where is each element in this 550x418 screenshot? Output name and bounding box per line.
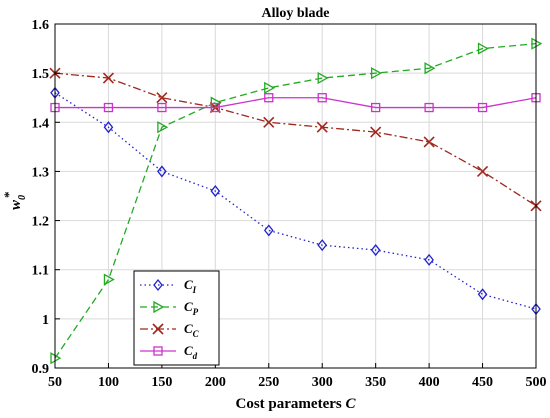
x-tick-label: 200	[205, 375, 226, 390]
y-tick-label: 1	[42, 313, 49, 328]
data-point	[477, 288, 488, 301]
chart-title: Alloy blade	[261, 6, 329, 21]
legend-marker	[153, 300, 165, 314]
legend-label-subscript: I	[192, 285, 197, 295]
legend-label: Cd	[184, 343, 198, 361]
x-tick-label: 50	[48, 375, 62, 390]
y-axis-label: w0*	[1, 191, 28, 210]
data-point	[476, 165, 489, 177]
data-point	[157, 121, 169, 134]
x-tick-label: 250	[258, 375, 279, 390]
legend-label: CP	[184, 299, 199, 317]
legend-label-name: C	[184, 343, 193, 358]
x-tick-label: 150	[151, 375, 172, 390]
legend-label: CC	[184, 321, 200, 339]
y-tick-label: 1.4	[32, 116, 50, 131]
series-c-d	[50, 93, 541, 113]
data-point	[102, 72, 115, 84]
x-tick-label: 350	[365, 375, 386, 390]
legend-marker	[152, 323, 164, 335]
legend-label-name: C	[184, 277, 193, 292]
data-point	[157, 165, 167, 178]
x-axis-label: Cost parameters C	[236, 396, 357, 412]
data-point	[477, 42, 489, 55]
y-tick-label: 1.2	[32, 215, 50, 230]
data-point	[424, 62, 436, 75]
data-point	[264, 81, 276, 94]
legend-label-subscript: P	[193, 307, 199, 317]
y-tick-label: 1.3	[32, 165, 50, 180]
legend-label-name: C	[184, 299, 193, 314]
x-tick-label: 400	[419, 375, 440, 390]
legend-entry: CP	[140, 299, 199, 317]
series-line	[54, 92, 537, 310]
series-c-p	[50, 37, 543, 365]
y-tick-label: 1.6	[32, 18, 50, 33]
x-tick-label: 500	[526, 375, 547, 390]
y-axis-label-sup: *	[1, 191, 16, 198]
series-line	[55, 97, 537, 109]
data-point	[371, 67, 383, 80]
data-point	[103, 273, 115, 286]
x-tick-label: 300	[312, 375, 333, 390]
data-point	[157, 102, 167, 113]
series-layer	[49, 37, 543, 365]
y-tick-label: 0.9	[32, 362, 50, 377]
data-point	[424, 102, 434, 113]
data-point	[371, 102, 381, 113]
data-point	[423, 136, 435, 148]
data-point	[210, 102, 220, 113]
data-point	[316, 121, 328, 133]
legend-label-subscript: C	[193, 329, 200, 339]
data-point	[424, 253, 434, 266]
legend-label: CI	[184, 277, 197, 295]
legend-marker	[153, 278, 163, 292]
series-c-c	[49, 67, 542, 212]
y-tick-label: 1.1	[32, 264, 50, 279]
data-point	[317, 93, 327, 103]
legend-entry: CC	[140, 321, 200, 339]
legend-label-subscript: d	[193, 351, 198, 361]
data-point	[317, 71, 329, 85]
data-point	[263, 116, 275, 128]
data-point	[317, 239, 328, 252]
data-point	[263, 224, 274, 237]
series-line	[54, 72, 537, 207]
x-axis-label-main: Cost parameters	[236, 396, 346, 412]
data-point	[264, 93, 274, 103]
series-line	[54, 43, 537, 359]
y-axis-label-main: w	[8, 199, 24, 210]
legend-label-name: C	[184, 321, 193, 336]
legend-entry: Cd	[140, 343, 198, 361]
x-tick-label: 100	[98, 375, 119, 390]
data-point	[103, 121, 114, 134]
data-point	[370, 126, 382, 138]
legend-box	[133, 270, 220, 366]
y-tick-label: 1.5	[32, 67, 50, 82]
grid	[54, 23, 537, 369]
data-point	[156, 92, 168, 104]
data-point	[103, 102, 114, 113]
tick-labels: 50 100 150 200 250 300 350 400 450 500 0.9 1 1.1 1.2 1…	[32, 18, 547, 390]
legend-entry: CI	[140, 277, 197, 295]
legend-marker	[153, 346, 163, 356]
x-axis-label-var: C	[345, 396, 356, 412]
data-point	[370, 244, 381, 257]
series-c-i	[50, 86, 541, 316]
data-point	[477, 102, 488, 113]
x-tick-label: 450	[472, 375, 493, 390]
data-point	[210, 185, 221, 198]
plot-frame	[54, 23, 537, 369]
y-axis-label-sub: 0	[17, 195, 28, 200]
